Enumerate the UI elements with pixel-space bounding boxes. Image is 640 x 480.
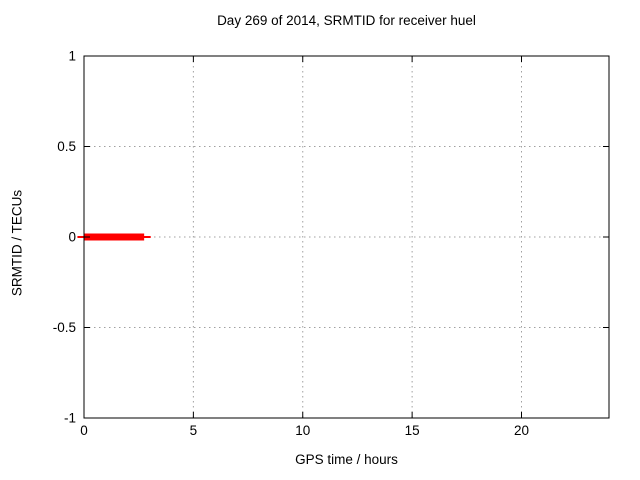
y-tick-label: 0 bbox=[68, 230, 76, 245]
y-tick-label: -0.5 bbox=[53, 320, 76, 335]
x-tick-label: 5 bbox=[190, 423, 198, 438]
y-tick-label: 1 bbox=[68, 49, 76, 64]
chart-title: Day 269 of 2014, SRMTID for receiver hue… bbox=[217, 13, 476, 28]
x-tick-label: 20 bbox=[514, 423, 529, 438]
x-tick-label: 15 bbox=[405, 423, 420, 438]
y-tick-label: -1 bbox=[64, 411, 76, 426]
x-tick-label: 0 bbox=[80, 423, 88, 438]
x-axis-label: GPS time / hours bbox=[295, 452, 398, 467]
x-tick-label: 10 bbox=[295, 423, 310, 438]
y-tick-label: 0.5 bbox=[57, 139, 76, 154]
